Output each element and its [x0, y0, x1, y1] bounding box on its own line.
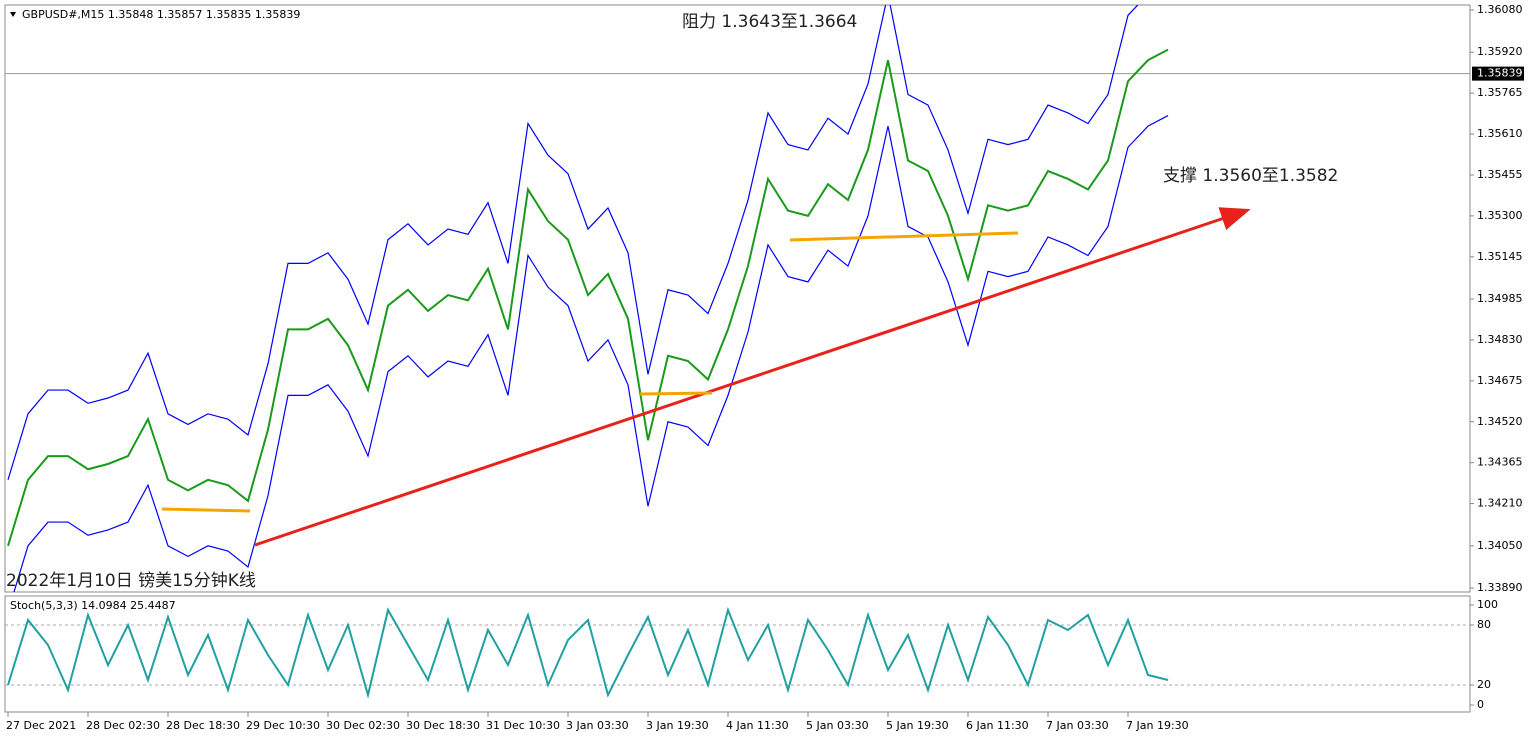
x-tick-label: 28 Dec 02:30 — [86, 719, 160, 732]
y-tick-label: 1.35610 — [1477, 127, 1523, 140]
axes: 1.36080 1.35920 1.35765 1.35610 1.35455 1.353… — [6, 3, 1524, 732]
series-line — [7, 5, 1139, 481]
x-tick-label: 3 Jan 19:30 — [646, 719, 709, 732]
y-tick-label: 1.35765 — [1477, 86, 1523, 99]
y-tick-label: 1.35455 — [1477, 168, 1523, 181]
series-line — [13, 115, 1169, 592]
stoch-label: Stoch(5,3,3) 14.0984 25.4487 — [10, 599, 176, 612]
x-tick-label: 5 Jan 19:30 — [886, 719, 949, 732]
x-tick-label: 28 Dec 18:30 — [166, 719, 240, 732]
y-tick-label: 80 — [1477, 618, 1491, 631]
main-plot — [5, 5, 1470, 592]
range-line — [161, 507, 251, 513]
y-tick-label: 1.33890 — [1477, 581, 1523, 594]
x-tick-label: 7 Jan 03:30 — [1046, 719, 1109, 732]
stoch-pane — [4, 595, 1471, 713]
support-note: 支撑 1.3560至1.3582 — [1163, 166, 1338, 186]
resistance-note: 阻力 1.3643至1.3664 — [682, 12, 857, 32]
y-tick-label: 1.34985 — [1477, 292, 1523, 305]
x-tick-label: 7 Jan 19:30 — [1126, 719, 1189, 732]
symbol-header: GBPUSD#,M15 1.35848 1.35857 1.35835 1.35… — [22, 8, 300, 21]
y-tick-label: 1.36080 — [1477, 3, 1523, 16]
y-tick-label: 1.34520 — [1477, 415, 1523, 428]
x-tick-label: 31 Dec 10:30 — [486, 719, 560, 732]
range-line — [639, 391, 713, 396]
y-tick-label: 1.34365 — [1477, 456, 1523, 469]
y-tick-label: 1.34210 — [1477, 497, 1523, 510]
last-price-box — [1472, 66, 1524, 81]
range-line — [789, 231, 1019, 242]
y-tick-label: 0 — [1477, 698, 1484, 711]
series-line — [7, 48, 1169, 547]
y-tick-label: 1.34050 — [1477, 539, 1523, 552]
x-tick-label: 5 Jan 03:30 — [806, 719, 869, 732]
stoch-plot — [5, 606, 1470, 699]
x-tick-label: 30 Dec 18:30 — [406, 719, 480, 732]
header-icon — [10, 12, 16, 17]
y-tick-label: 1.35300 — [1477, 209, 1523, 222]
y-tick-label: 1.34830 — [1477, 333, 1523, 346]
x-tick-label: 3 Jan 03:30 — [566, 719, 629, 732]
x-tick-label: 30 Dec 02:30 — [326, 719, 400, 732]
y-tick-label: 1.35145 — [1477, 250, 1523, 263]
y-tick-label: 1.34675 — [1477, 374, 1523, 387]
last-price-label: 1.35839 — [1477, 67, 1523, 80]
chart-title: 2022年1月10日 镑美15分钟K线 — [6, 571, 256, 591]
series-line — [7, 606, 1169, 699]
y-tick-label: 100 — [1477, 598, 1498, 611]
x-tick-label: 29 Dec 10:30 — [246, 719, 320, 732]
x-tick-label: 27 Dec 2021 — [6, 719, 76, 732]
y-tick-label: 1.35920 — [1477, 45, 1523, 58]
x-tick-label: 6 Jan 11:30 — [966, 719, 1029, 732]
trend-line — [254, 207, 1251, 547]
x-tick-label: 4 Jan 11:30 — [726, 719, 789, 732]
y-tick-label: 20 — [1477, 678, 1491, 691]
